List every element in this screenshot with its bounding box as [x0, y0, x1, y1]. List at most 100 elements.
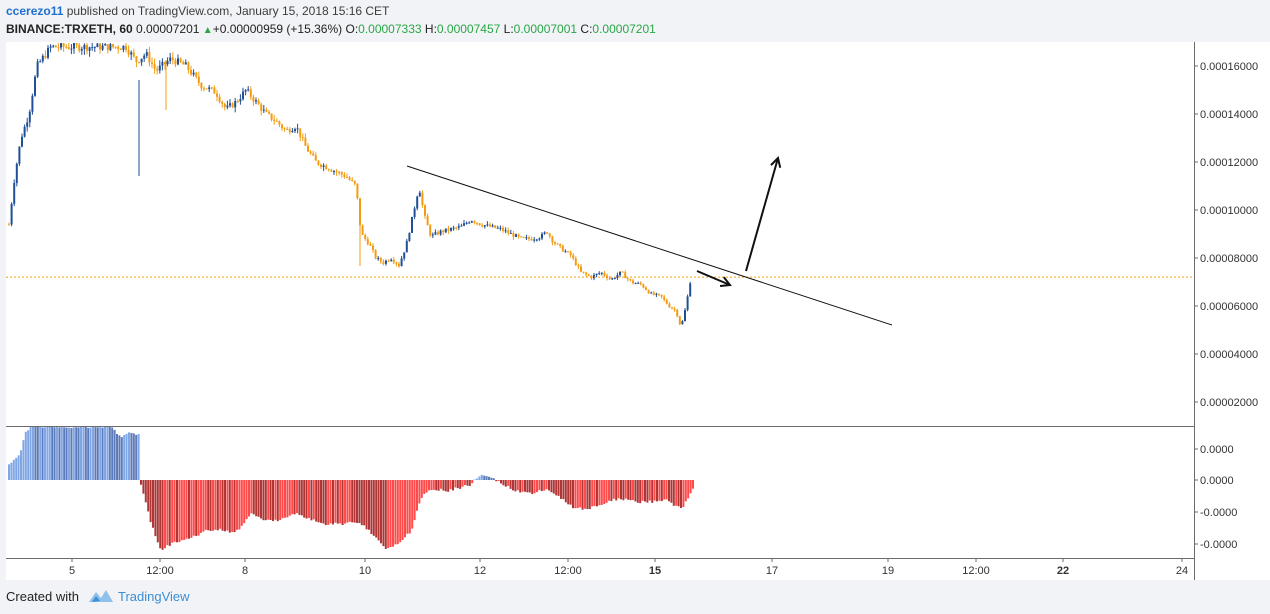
- candle-down: [507, 230, 509, 233]
- candle-up: [70, 49, 72, 50]
- tradingview-logo-icon[interactable]: [88, 587, 114, 605]
- candle-down: [182, 62, 184, 64]
- osc-bar: [469, 480, 471, 486]
- candle-up: [24, 127, 26, 137]
- candle-up: [687, 296, 689, 310]
- osc-bar: [553, 480, 555, 494]
- candle-up: [11, 204, 13, 225]
- osc-bar: [459, 480, 461, 489]
- candle-up: [466, 223, 468, 224]
- candle-down: [648, 290, 650, 293]
- osc-bar: [610, 480, 612, 501]
- candle-up: [167, 61, 169, 64]
- osc-bar: [603, 480, 605, 504]
- candle-up: [432, 234, 434, 235]
- candle-up: [401, 258, 403, 266]
- candle-up: [122, 46, 124, 50]
- osc-bar: [176, 480, 178, 542]
- candle-down: [180, 58, 182, 62]
- osc-bar: [320, 480, 322, 523]
- osc-bar: [90, 428, 92, 480]
- osc-bar: [104, 427, 106, 480]
- osc-bar: [238, 480, 240, 529]
- candle-down: [343, 175, 345, 177]
- candle-up: [102, 46, 104, 50]
- candle-down: [502, 228, 504, 231]
- price-chart[interactable]: 0.0000720143:33 0.000160000.000140000.00…: [0, 0, 1270, 580]
- candle-down: [312, 153, 314, 155]
- candle-down: [237, 101, 239, 102]
- candle-up: [226, 106, 228, 108]
- candle-down: [86, 45, 88, 51]
- osc-bar: [75, 427, 77, 480]
- candle-down: [151, 63, 153, 64]
- candle-up: [492, 225, 494, 226]
- candle-down: [232, 103, 234, 107]
- osc-bar: [399, 480, 401, 542]
- osc-bar: [121, 437, 123, 480]
- candle-down: [206, 88, 208, 89]
- osc-bar: [207, 480, 209, 530]
- candle-up: [297, 128, 299, 129]
- osc-bar: [541, 480, 543, 491]
- osc-bar: [409, 480, 411, 533]
- osc-bar: [212, 480, 214, 531]
- osc-bar: [567, 480, 569, 504]
- tradingview-brand[interactable]: TradingView: [118, 589, 190, 604]
- osc-bar: [646, 480, 648, 503]
- time-tick-label: 22: [1057, 565, 1069, 577]
- osc-bar: [306, 480, 308, 519]
- candle-down: [653, 293, 655, 295]
- osc-bar: [394, 480, 396, 544]
- osc-bar: [354, 480, 356, 523]
- candle-down: [380, 258, 382, 262]
- osc-bar: [404, 480, 406, 537]
- candle-up: [81, 49, 83, 51]
- candle-down: [284, 128, 286, 129]
- candle-up: [538, 238, 540, 239]
- candle-up: [16, 164, 18, 183]
- candle-down: [219, 97, 221, 102]
- osc-bar: [531, 480, 533, 494]
- osc-bar: [570, 480, 572, 505]
- osc-bar: [327, 480, 329, 525]
- candle-down: [78, 45, 80, 51]
- osc-bar: [445, 480, 447, 491]
- time-tick-label: 5: [69, 565, 75, 577]
- osc-bar: [510, 480, 512, 489]
- candle-down: [523, 237, 525, 238]
- osc-bar: [162, 480, 164, 550]
- candle-up: [484, 225, 486, 226]
- candle-up: [18, 147, 20, 164]
- osc-bar: [555, 480, 557, 495]
- osc-bar: [630, 480, 632, 500]
- candle-up: [234, 101, 236, 107]
- osc-bar: [330, 480, 332, 523]
- osc-bar: [601, 480, 603, 505]
- osc-bar: [99, 427, 101, 480]
- osc-bar: [63, 427, 65, 480]
- osc-bar: [368, 480, 370, 530]
- osc-bar: [442, 480, 444, 491]
- osc-bar: [166, 480, 168, 545]
- candle-down: [382, 262, 384, 264]
- osc-bar: [318, 480, 320, 522]
- candle-up: [684, 310, 686, 321]
- osc-bar: [20, 450, 22, 480]
- candle-down: [572, 255, 574, 258]
- candle-up: [525, 237, 527, 238]
- candle-down: [640, 283, 642, 284]
- candle-up: [73, 43, 75, 49]
- candle-up: [408, 233, 410, 241]
- candle-down: [221, 102, 223, 104]
- candle-up: [169, 57, 171, 61]
- osc-bar: [10, 463, 12, 480]
- candle-down: [260, 104, 262, 110]
- osc-bar: [78, 427, 80, 480]
- candle-down: [575, 258, 577, 265]
- osc-bar: [198, 480, 200, 536]
- osc-bar: [433, 480, 435, 490]
- osc-bar: [356, 480, 358, 523]
- candle-up: [245, 90, 247, 92]
- candle-down: [674, 308, 676, 309]
